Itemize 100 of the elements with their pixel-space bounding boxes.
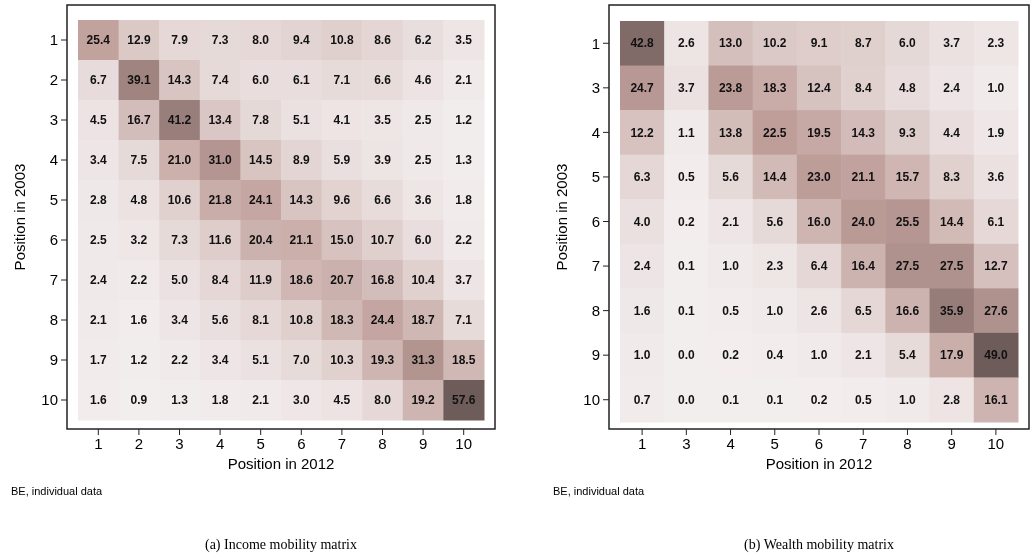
x-tick-label: 8 <box>378 435 387 452</box>
x-tick-label: 1 <box>637 435 647 452</box>
data-label: 3.2 <box>130 233 148 248</box>
data-label: 19.3 <box>370 353 395 368</box>
data-label: 6.1 <box>292 73 310 88</box>
data-label: 25.4 <box>86 33 111 48</box>
data-label: 1.3 <box>455 153 473 168</box>
data-label: 2.4 <box>633 259 651 274</box>
data-label: 5.1 <box>252 353 270 368</box>
data-label: 7.1 <box>333 73 351 88</box>
data-label: 1.6 <box>89 393 107 408</box>
data-label: 1.0 <box>899 392 917 407</box>
x-tick-label: 8 <box>903 435 912 452</box>
data-label: 23.8 <box>718 81 743 96</box>
data-label: 1.9 <box>987 125 1005 140</box>
data-label: 6.0 <box>899 36 917 51</box>
data-label: 20.4 <box>249 233 273 248</box>
data-label: 31.0 <box>208 153 233 168</box>
x-tick-label: 10 <box>455 435 473 452</box>
x-tick-label: 7 <box>337 435 347 452</box>
y-tick-label: 4 <box>49 151 58 169</box>
data-label: 14.3 <box>851 125 876 140</box>
data-label: 5.4 <box>899 348 917 363</box>
data-label: 1.3 <box>171 393 189 408</box>
data-label: 10.3 <box>330 353 354 368</box>
data-label: 8.4 <box>211 273 229 288</box>
data-label: 27.5 <box>895 259 920 274</box>
data-label: 1.0 <box>810 348 828 363</box>
x-tick-label: 6 <box>297 435 306 452</box>
data-label: 22.5 <box>763 125 787 140</box>
data-label: 0.5 <box>677 170 695 185</box>
data-label: 15.7 <box>895 170 920 185</box>
data-label: 2.5 <box>414 113 432 128</box>
x-tick-label: 9 <box>947 435 956 452</box>
y-tick-label: 6 <box>49 231 58 249</box>
data-label: 1.0 <box>987 81 1005 96</box>
data-label: 6.1 <box>987 214 1005 229</box>
data-label: 4.6 <box>414 73 432 88</box>
data-label: 3.9 <box>374 153 392 168</box>
data-label: 1.6 <box>633 303 651 318</box>
data-label: 4.4 <box>943 125 961 140</box>
data-label: 7.9 <box>171 33 189 48</box>
x-tick-label: 5 <box>256 435 265 452</box>
data-label: 0.2 <box>810 392 828 407</box>
y-axis-title: Position in 2003 <box>11 163 28 271</box>
data-label: 7.5 <box>130 153 148 168</box>
data-label: 1.0 <box>766 303 784 318</box>
x-axis-title: Position in 2012 <box>765 455 873 472</box>
data-label: 42.8 <box>630 36 655 51</box>
x-tick-label: 10 <box>987 435 1005 452</box>
data-label: 16.8 <box>370 273 395 288</box>
data-label: 14.3 <box>167 73 192 88</box>
data-label: 8.0 <box>252 33 270 48</box>
data-label: 14.3 <box>289 193 314 208</box>
data-label: 3.7 <box>943 36 961 51</box>
data-label: 13.4 <box>208 113 233 128</box>
y-tick-label: 3 <box>49 111 58 129</box>
x-tick-label: 6 <box>814 435 824 452</box>
data-label: 1.2 <box>130 353 148 368</box>
data-label: 21.0 <box>167 153 192 168</box>
y-tick-label: 9 <box>591 346 600 364</box>
data-label: 35.9 <box>939 303 964 318</box>
data-label: 3.6 <box>414 193 432 208</box>
y-tick-label: 8 <box>49 311 58 329</box>
data-label: 10.4 <box>411 273 436 288</box>
x-tick-label: 2 <box>134 435 144 452</box>
data-label: 18.3 <box>330 313 354 328</box>
data-label: 10.7 <box>370 233 395 248</box>
data-label: 4.5 <box>333 393 351 408</box>
data-label: 1.8 <box>455 193 473 208</box>
data-label: 18.6 <box>289 273 314 288</box>
y-tick-label: 1 <box>49 31 58 49</box>
data-label: 0.0 <box>677 348 695 363</box>
data-label: 13.0 <box>718 36 743 51</box>
data-label: 2.1 <box>89 313 107 328</box>
data-label: 8.1 <box>252 313 270 328</box>
x-tick-label: 3 <box>682 435 691 452</box>
y-tick-label: 5 <box>591 168 600 186</box>
data-label: 9.4 <box>292 33 310 48</box>
data-label: 1.6 <box>130 313 148 328</box>
y-tick-label: 5 <box>49 191 58 209</box>
data-label: 2.8 <box>89 193 107 208</box>
data-label: 21.1 <box>289 233 314 248</box>
data-label: 1.7 <box>89 353 107 368</box>
data-label: 25.5 <box>895 214 920 229</box>
data-label: 7.3 <box>171 233 189 248</box>
data-label: 0.5 <box>722 303 740 318</box>
data-label: 2.5 <box>414 153 432 168</box>
data-label: 1.2 <box>455 113 473 128</box>
data-label: 3.7 <box>677 81 695 96</box>
data-label: 0.4 <box>766 348 784 363</box>
x-tick-label: 7 <box>859 435 868 452</box>
data-label: 8.7 <box>854 36 872 51</box>
data-label: 49.0 <box>984 348 1008 363</box>
data-label: 14.4 <box>763 170 787 185</box>
data-label: 6.2 <box>414 33 432 48</box>
data-label: 10.8 <box>330 33 354 48</box>
data-label: 2.8 <box>943 392 961 407</box>
data-label: 9.3 <box>899 125 917 140</box>
x-tick-label: 4 <box>215 435 225 452</box>
